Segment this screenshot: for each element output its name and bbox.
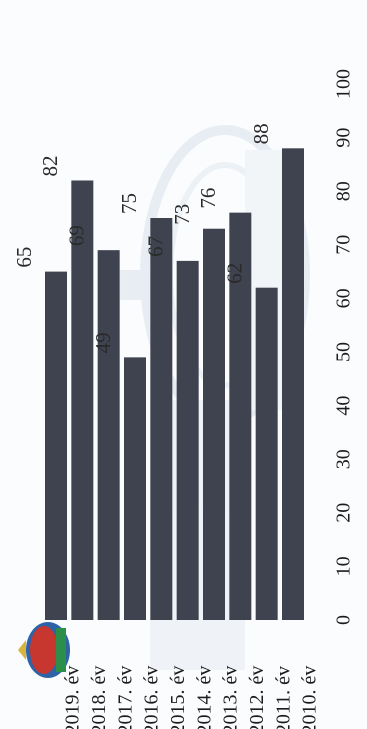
value-label: 69 <box>64 225 88 246</box>
value-tick-label: 50 <box>333 342 355 362</box>
value-label: 49 <box>91 332 115 353</box>
value-tick-label: 70 <box>333 235 355 255</box>
category-label: 2014. év <box>193 666 215 729</box>
category-label: 2010. év <box>299 666 321 729</box>
value-label: 76 <box>196 188 220 209</box>
value-tick-label: 80 <box>333 181 355 201</box>
bar <box>71 180 94 621</box>
value-axis: 0 10 20 30 40 50 60 70 80 90 100 <box>333 69 355 625</box>
bar <box>282 148 304 620</box>
bar <box>176 260 199 620</box>
category-label: 2015. év <box>167 666 189 729</box>
bar <box>203 228 225 620</box>
bar <box>150 218 173 620</box>
category-label: 2011. év <box>272 666 294 729</box>
value-label: 67 <box>143 236 167 257</box>
bar <box>229 212 252 620</box>
value-tick-label: 0 <box>333 615 355 625</box>
category-label: 2012. év <box>246 666 268 729</box>
value-tick-label: 20 <box>333 503 355 523</box>
value-label: 73 <box>170 204 194 225</box>
category-label: 2016. év <box>141 666 163 729</box>
value-tick-label: 30 <box>333 449 355 469</box>
bar <box>255 287 278 620</box>
bar <box>124 357 146 620</box>
value-tick-label: 60 <box>333 288 355 308</box>
club-crest-logo-icon <box>18 622 70 678</box>
bar <box>45 271 67 620</box>
category-label: 2017. év <box>114 666 136 729</box>
category-label: 2013. év <box>220 666 242 729</box>
value-label: 88 <box>249 123 273 144</box>
bar <box>97 250 120 620</box>
category-label: 2018. év <box>88 666 110 729</box>
value-label: 65 <box>12 247 36 268</box>
value-tick-label: 90 <box>333 128 355 148</box>
value-tick-label: 100 <box>333 69 355 99</box>
value-tick-label: 40 <box>333 396 355 416</box>
value-label: 82 <box>38 155 62 176</box>
value-tick-label: 10 <box>333 556 355 576</box>
value-label: 75 <box>117 193 141 214</box>
category-label: 2019. év <box>62 666 84 729</box>
value-label: 62 <box>222 263 246 284</box>
bars <box>45 148 304 621</box>
